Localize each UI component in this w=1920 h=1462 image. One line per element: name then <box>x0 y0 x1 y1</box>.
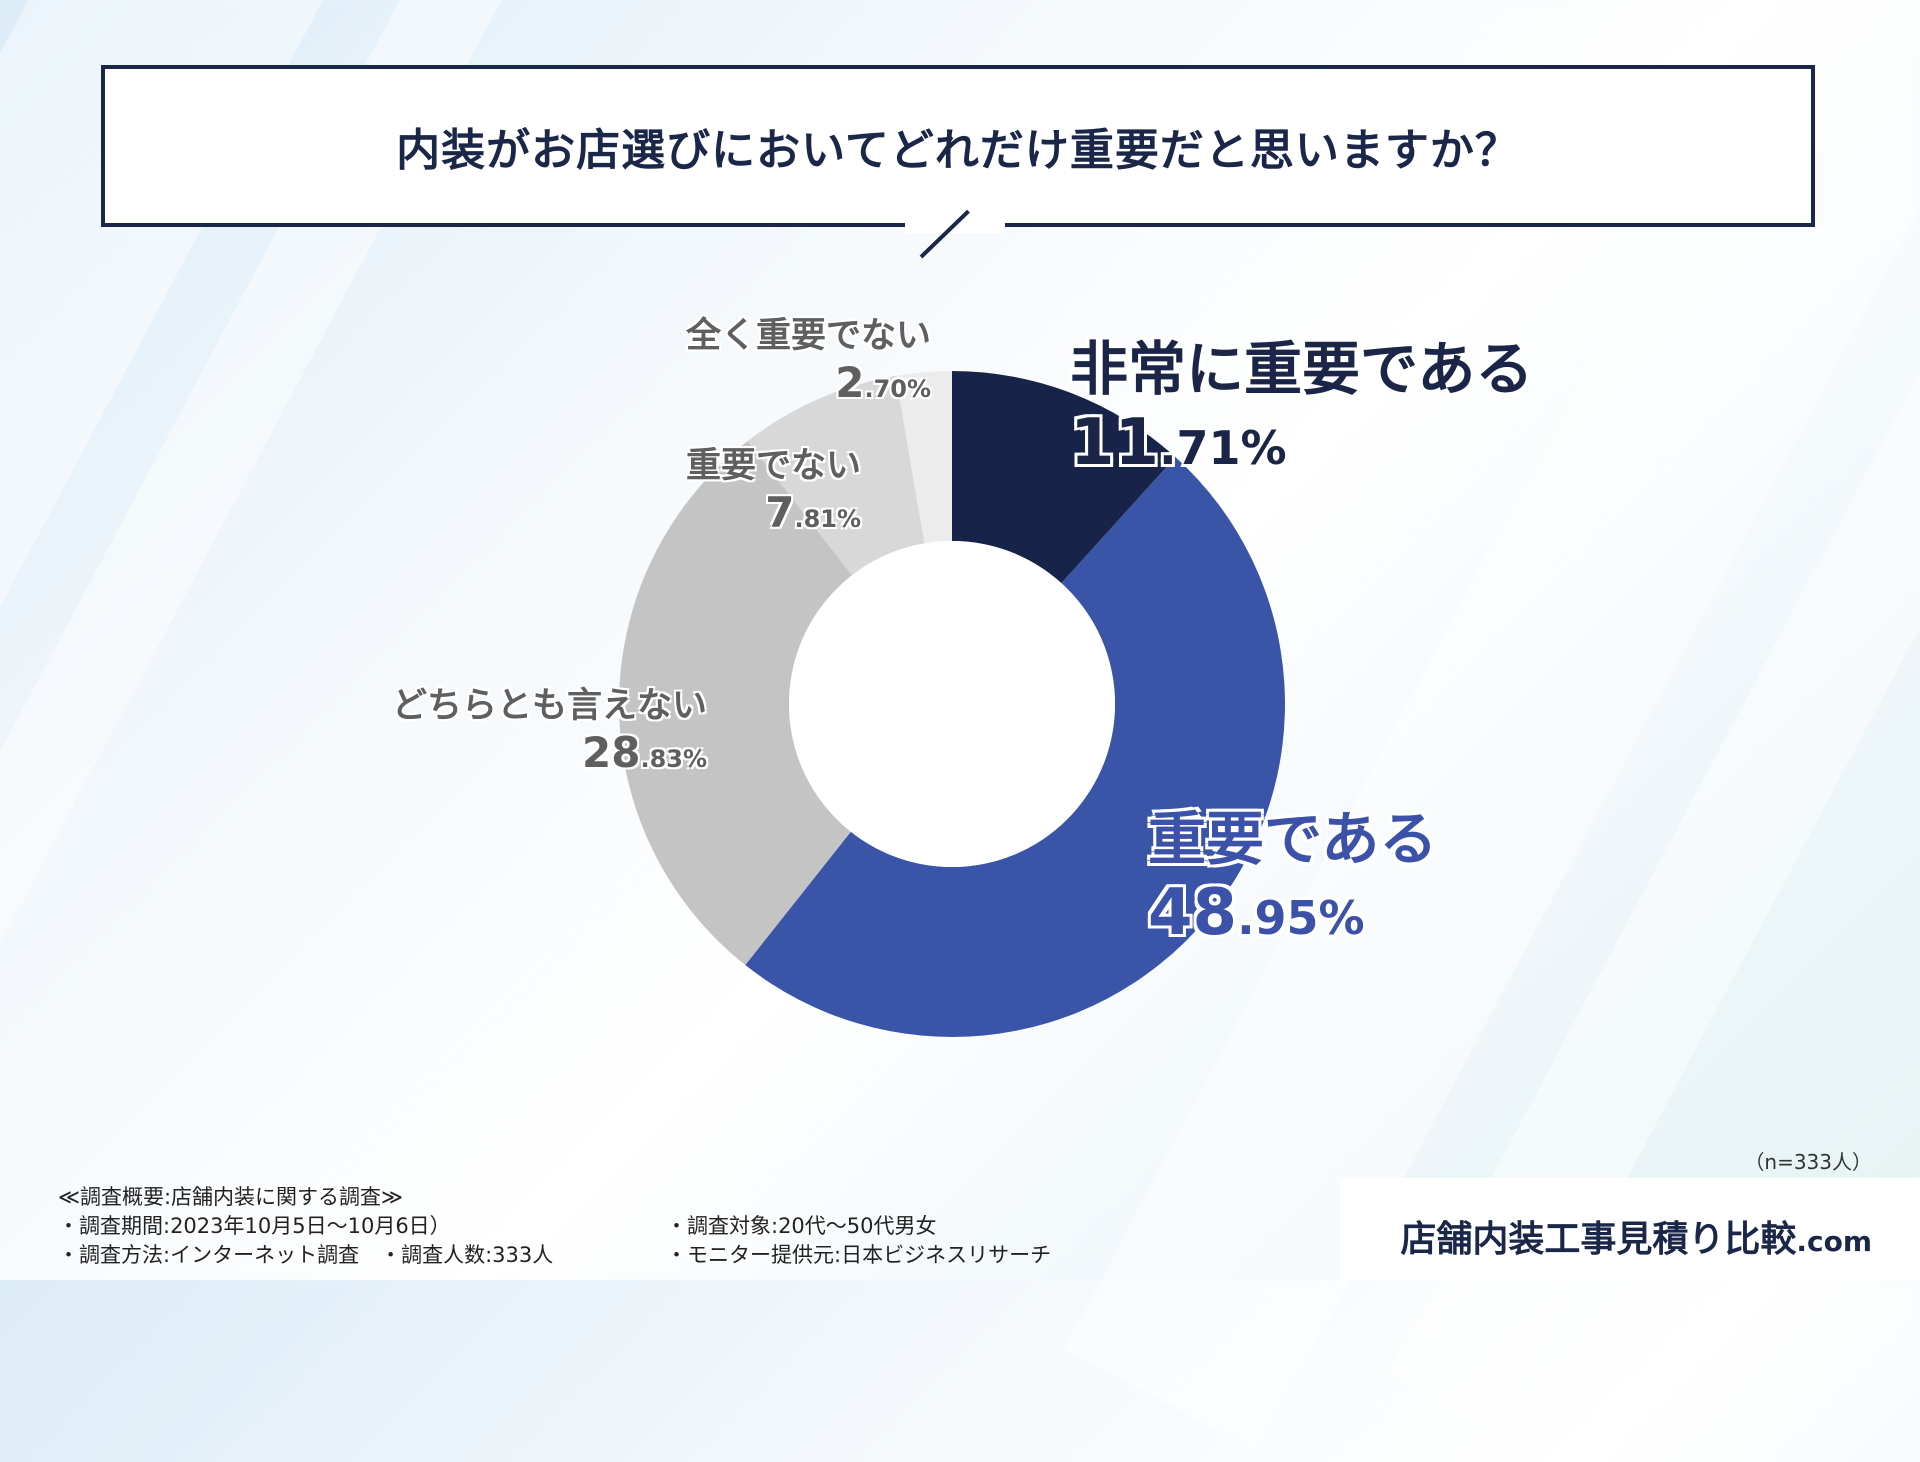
label-very-important: 非常に重要である 11.71% <box>1070 322 1533 480</box>
label-neutral-name: どちらとも言えない <box>392 686 708 726</box>
slice-important <box>745 457 1285 1037</box>
label-very-important-name: 非常に重要である <box>1070 335 1534 403</box>
label-not-at-all-pct: 2.70% <box>835 358 932 407</box>
survey-heading: ≪調査概要:店舗内装に関する調査≫ <box>58 1185 404 1209</box>
label-not-important-pct: 7.81% <box>765 488 862 537</box>
question-title-box: 内装がお店選びにおいてどれだけ重要だと思いますか？ <box>101 65 1815 227</box>
label-very-important-pct: 11.71% <box>1070 406 1287 480</box>
label-not-at-all-name: 全く重要でない <box>686 316 932 356</box>
survey-notes-right: ・調査対象:20代〜50代男女 ・モニター提供元:日本ビジネスリサーチ <box>666 1212 1051 1270</box>
label-not-at-all: 全く重要でない 2.70% <box>686 307 931 407</box>
label-important-pct: 48.95% <box>1148 876 1365 950</box>
slice-not-important <box>747 375 925 576</box>
label-not-important-name: 重要でない <box>686 446 862 486</box>
survey-target: ・調査対象:20代〜50代男女 <box>666 1214 937 1238</box>
survey-method: ・調査方法:インターネット調査 ・調査人数:333人 <box>58 1243 554 1267</box>
survey-notes: ≪調査概要:店舗内装に関する調査≫ ・調査期間:2023年10月5日〜10月6日… <box>58 1183 553 1270</box>
label-not-important: 重要でない 7.81% <box>686 437 861 537</box>
survey-provider: ・モニター提供元:日本ビジネスリサーチ <box>666 1243 1052 1267</box>
brand-panel <box>1340 1178 1920 1280</box>
label-neutral: どちらとも言えない 28.83% <box>392 677 707 777</box>
label-neutral-pct: 28.83% <box>582 728 708 777</box>
slice-very-important <box>952 371 1176 584</box>
brand-logo-text: 店舗内装工事見積り比較.com <box>1400 1219 1872 1260</box>
label-important: 重要である 48.95% <box>1148 792 1437 950</box>
label-important-name: 重要である <box>1148 805 1438 873</box>
donut-chart <box>618 371 1285 1037</box>
donut-hole <box>789 541 1115 867</box>
slice-neutral <box>618 441 853 966</box>
sample-size-note: （n=333人） <box>1744 1150 1872 1174</box>
chart-title: 内装がお店選びにおいてどれだけ重要だと思いますか？ <box>396 125 1520 176</box>
slice-not-at-all <box>895 371 952 544</box>
survey-period: ・調査期間:2023年10月5日〜10月6日） <box>58 1214 451 1238</box>
